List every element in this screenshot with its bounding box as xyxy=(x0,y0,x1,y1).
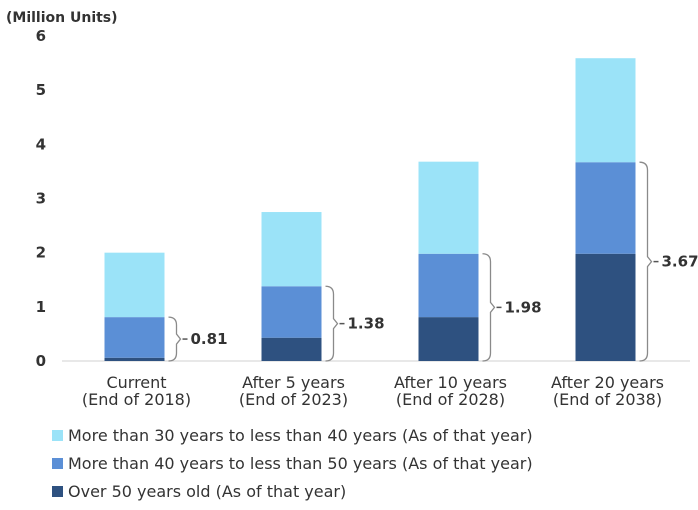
bar-segment xyxy=(261,286,322,338)
legend-label: Over 50 years old (As of that year) xyxy=(68,482,346,501)
bracket-line xyxy=(168,316,182,362)
x-category-label: (End of 2038) xyxy=(553,390,662,409)
bar-segment xyxy=(575,58,636,163)
annotation-label: 1.38 xyxy=(348,315,385,333)
x-category-label: After 10 years xyxy=(394,373,507,392)
x-category-label: Current xyxy=(106,373,166,392)
y-tick-label: 2 xyxy=(36,244,46,262)
x-category-label: After 20 years xyxy=(551,373,664,392)
legend-label: More than 40 years to less than 50 years… xyxy=(68,454,533,473)
bracket-line xyxy=(482,253,496,362)
y-tick-label: 4 xyxy=(36,135,46,153)
bar-segment xyxy=(261,337,322,361)
y-tick-label: 5 xyxy=(36,81,46,99)
x-category-label: After 5 years xyxy=(242,373,345,392)
bar-segment xyxy=(418,253,479,318)
category-labels: Current(End of 2018)After 5 years(End of… xyxy=(82,373,664,409)
bar-segment xyxy=(575,253,636,361)
y-tick-label: 0 xyxy=(36,352,46,370)
y-tick-label: 3 xyxy=(36,190,46,208)
bar-segment xyxy=(104,252,165,318)
bar-segment xyxy=(104,357,165,361)
legend: More than 30 years to less than 40 years… xyxy=(52,426,533,501)
y-axis-ticks: 0 1 2 3 4 5 6 xyxy=(36,27,46,370)
x-category-label: (End of 2023) xyxy=(239,390,348,409)
legend-label: More than 30 years to less than 40 years… xyxy=(68,426,533,445)
annotation-label: 1.98 xyxy=(505,298,542,316)
legend-swatch xyxy=(52,458,63,469)
bar-segment xyxy=(261,212,322,287)
bracket-line xyxy=(325,285,339,362)
annotations: 0.81 1.38 1.98 3.67 xyxy=(168,161,698,362)
annotation-label: 0.81 xyxy=(191,330,228,348)
y-tick-label: 1 xyxy=(36,298,46,316)
legend-swatch xyxy=(52,486,63,497)
x-category-label: (End of 2018) xyxy=(82,390,191,409)
bar-segment xyxy=(104,317,165,358)
bracket-line xyxy=(639,161,653,362)
bar-segment xyxy=(418,161,479,254)
y-tick-label: 6 xyxy=(36,27,46,45)
x-category-label: (End of 2028) xyxy=(396,390,505,409)
legend-swatch xyxy=(52,430,63,441)
annotation-label: 3.67 xyxy=(662,253,698,271)
bar-segment xyxy=(418,317,479,361)
bar-segment xyxy=(575,162,636,254)
y-unit-label: (Million Units) xyxy=(6,10,118,26)
bars xyxy=(104,58,636,361)
